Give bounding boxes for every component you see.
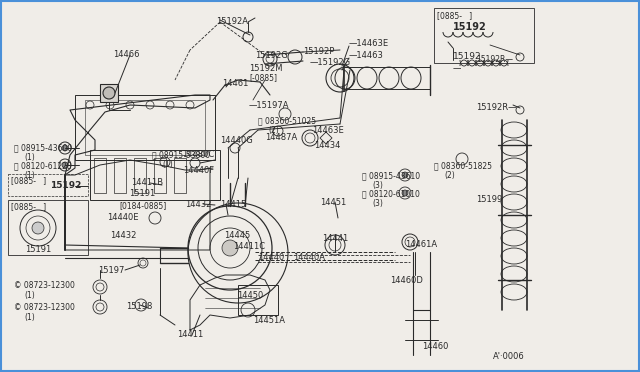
- Bar: [134, 158, 146, 193]
- Text: 14460: 14460: [422, 342, 449, 351]
- Text: Ⓑ 08120-61010: Ⓑ 08120-61010: [362, 189, 420, 198]
- Bar: [238, 285, 278, 315]
- Text: [0885-   ]: [0885- ]: [437, 11, 472, 20]
- Text: 14445: 14445: [224, 231, 250, 240]
- Bar: [75, 95, 215, 160]
- Bar: [94, 158, 106, 193]
- Text: 14451A: 14451A: [253, 316, 285, 325]
- Text: 14415: 14415: [220, 200, 246, 209]
- Bar: [85, 100, 205, 155]
- Text: (1): (1): [24, 313, 35, 322]
- Bar: [90, 150, 220, 200]
- Text: Ⓢ 08360-51825: Ⓢ 08360-51825: [434, 161, 492, 170]
- Text: 14440G: 14440G: [220, 136, 253, 145]
- Text: 14411B: 14411B: [131, 178, 163, 187]
- Text: 14466: 14466: [113, 50, 140, 59]
- Circle shape: [62, 145, 68, 151]
- Text: 14432: 14432: [185, 200, 211, 209]
- Text: —14463E: —14463E: [349, 39, 389, 48]
- Text: © 08723-12300: © 08723-12300: [14, 303, 75, 312]
- Text: 15197: 15197: [98, 266, 124, 275]
- Circle shape: [32, 222, 44, 234]
- Bar: [8, 200, 88, 255]
- Text: 14440A: 14440A: [293, 253, 325, 262]
- Text: 14487A: 14487A: [265, 133, 297, 142]
- Text: 15192G: 15192G: [255, 51, 288, 60]
- Text: 15192P: 15192P: [303, 47, 334, 56]
- Text: 15192A: 15192A: [216, 17, 248, 26]
- Bar: [100, 84, 118, 102]
- Circle shape: [222, 240, 238, 256]
- Text: Ⓜ 08915-53800: Ⓜ 08915-53800: [152, 150, 210, 159]
- Text: 15198: 15198: [126, 302, 152, 311]
- Bar: [114, 158, 126, 193]
- Text: 15199: 15199: [476, 195, 502, 204]
- Text: 14463E: 14463E: [312, 126, 344, 135]
- Text: 14440F: 14440F: [183, 166, 214, 175]
- Text: (1): (1): [162, 160, 173, 169]
- Text: 14434: 14434: [314, 141, 340, 150]
- Text: 15192R—: 15192R—: [476, 103, 516, 112]
- Text: (2): (2): [268, 126, 279, 135]
- Text: 14480C: 14480C: [182, 150, 214, 159]
- Circle shape: [402, 172, 408, 178]
- Text: (1): (1): [24, 153, 35, 162]
- Text: 15192: 15192: [50, 181, 81, 190]
- Text: [0885-   ]: [0885- ]: [11, 176, 46, 185]
- Text: Ⓢ 08360-51025: Ⓢ 08360-51025: [258, 116, 316, 125]
- Text: [0184-0885]: [0184-0885]: [119, 201, 166, 210]
- Circle shape: [402, 190, 408, 196]
- Bar: [8, 174, 88, 196]
- Bar: [434, 8, 534, 63]
- Text: 14460D: 14460D: [390, 276, 423, 285]
- Text: 15192: 15192: [453, 52, 482, 61]
- Text: Ⓜ 08915-43610: Ⓜ 08915-43610: [362, 171, 420, 180]
- Text: (2): (2): [444, 171, 455, 180]
- Text: 14440: 14440: [258, 253, 284, 262]
- Text: 14411C: 14411C: [233, 242, 265, 251]
- Text: 14411: 14411: [177, 330, 204, 339]
- Text: —: —: [453, 64, 461, 73]
- Text: [0885-   ]: [0885- ]: [11, 202, 46, 211]
- Text: Ⓜ 08915-43600: Ⓜ 08915-43600: [14, 143, 72, 152]
- Text: 14441: 14441: [322, 234, 348, 243]
- Bar: [174, 158, 186, 193]
- Bar: [154, 158, 166, 193]
- Text: 14432: 14432: [110, 231, 136, 240]
- Text: 14461: 14461: [222, 79, 248, 88]
- Circle shape: [103, 87, 115, 99]
- Text: (3): (3): [372, 199, 383, 208]
- Text: 15192M: 15192M: [249, 64, 282, 73]
- Text: —15192G: —15192G: [310, 58, 351, 67]
- Text: —14463: —14463: [349, 51, 384, 60]
- Text: 14440E: 14440E: [107, 213, 138, 222]
- Text: 15191: 15191: [129, 189, 156, 198]
- Text: (3): (3): [372, 181, 383, 190]
- Text: 14451: 14451: [320, 198, 346, 207]
- Text: 14461A: 14461A: [405, 240, 437, 249]
- Text: [-0885]: [-0885]: [249, 73, 277, 82]
- Text: © 08723-12300: © 08723-12300: [14, 281, 75, 290]
- Text: 15191: 15191: [25, 245, 51, 254]
- Text: A'·0006: A'·0006: [493, 352, 525, 361]
- Circle shape: [62, 162, 68, 168]
- Text: 15192: 15192: [453, 22, 487, 32]
- Text: (1): (1): [24, 171, 35, 180]
- Text: 14450: 14450: [237, 291, 263, 300]
- Text: 15192R—: 15192R—: [476, 55, 513, 64]
- Text: (1): (1): [24, 291, 35, 300]
- Text: Ⓑ 08120-61228: Ⓑ 08120-61228: [14, 161, 72, 170]
- Text: —15197A: —15197A: [249, 101, 289, 110]
